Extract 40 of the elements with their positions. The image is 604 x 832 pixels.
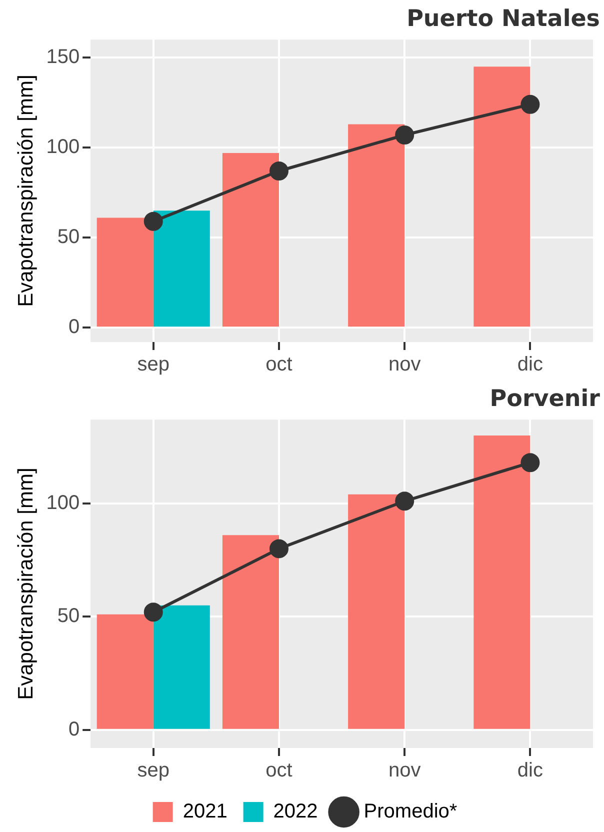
y-tick-label: 0	[68, 718, 80, 740]
x-tick-label: sep	[137, 760, 170, 782]
x-tick-label: oct	[266, 354, 293, 376]
point	[520, 453, 540, 472]
point	[144, 602, 163, 622]
y-tick-label: 100	[46, 492, 80, 514]
x-tick-label: sep	[137, 354, 170, 376]
bar	[222, 535, 279, 729]
legend-label: Promedio*	[364, 800, 458, 823]
y-tick-label: 50	[57, 605, 80, 628]
bar	[222, 153, 279, 327]
bar	[348, 494, 405, 729]
bar	[96, 614, 154, 729]
x-tick-label: dic	[517, 354, 543, 376]
y-tick-label: 50	[57, 226, 80, 248]
point	[144, 212, 163, 231]
y-tick-label: 150	[46, 46, 80, 68]
bar	[348, 124, 405, 327]
point	[269, 162, 288, 180]
x-tick-label: nov	[388, 760, 421, 782]
bar	[153, 605, 210, 729]
x-tick-label: dic	[517, 760, 543, 782]
chart-title: Puerto Natales	[406, 6, 600, 32]
x-tick-label: nov	[388, 354, 421, 376]
y-axis-title: Evapotranspiración [mm]	[14, 468, 38, 700]
bar	[153, 210, 210, 327]
x-tick-label: oct	[266, 760, 293, 782]
bar	[474, 435, 530, 729]
y-tick-label: 0	[68, 316, 80, 338]
point	[395, 126, 414, 144]
point	[395, 492, 414, 511]
point	[520, 94, 540, 114]
y-axis-title: Evapotranspiración [mm]	[14, 74, 38, 307]
point	[269, 539, 288, 558]
legend-label: 2021	[182, 800, 228, 823]
bar	[96, 218, 154, 327]
bar	[474, 66, 530, 327]
y-tick-label: 100	[46, 136, 80, 158]
legend-label: 2022	[273, 800, 318, 823]
chart-title: Porvenir	[490, 386, 601, 412]
